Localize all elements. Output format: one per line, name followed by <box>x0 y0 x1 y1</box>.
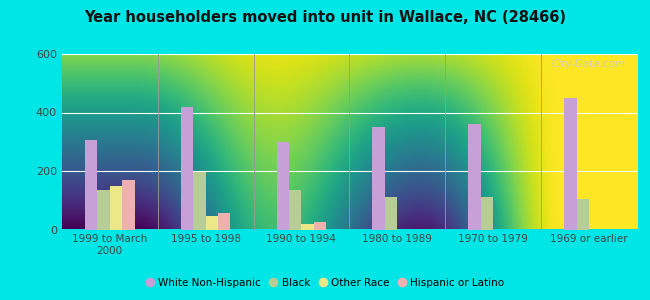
Text: Year householders moved into unit in Wallace, NC (28466): Year householders moved into unit in Wal… <box>84 11 566 26</box>
Bar <box>276 142 289 230</box>
Bar <box>289 190 302 230</box>
Bar <box>110 186 122 230</box>
Bar <box>314 222 326 230</box>
Text: City-Data.com: City-Data.com <box>551 59 625 69</box>
Bar <box>481 197 493 230</box>
Bar <box>98 190 110 230</box>
Bar <box>468 124 481 230</box>
Bar <box>218 213 231 230</box>
Bar <box>181 106 193 230</box>
Bar <box>372 127 385 230</box>
Bar <box>193 172 205 230</box>
Bar <box>577 199 589 230</box>
Bar <box>564 98 577 230</box>
Bar <box>302 224 314 230</box>
Bar <box>84 140 98 230</box>
Legend: White Non-Hispanic, Black, Other Race, Hispanic or Latino: White Non-Hispanic, Black, Other Race, H… <box>142 273 508 292</box>
Bar <box>385 197 397 230</box>
Bar <box>205 216 218 230</box>
Bar <box>122 180 135 230</box>
